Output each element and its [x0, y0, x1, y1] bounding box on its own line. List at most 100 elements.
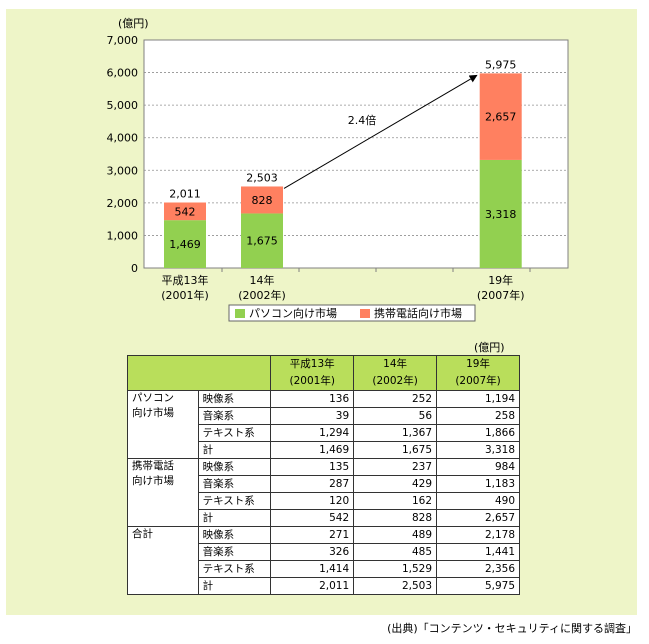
row-group-label: 携帯電話 向け市場 — [127, 458, 199, 527]
table-cell: 136 — [270, 390, 355, 408]
column-header: 平成13年 (2001年) — [270, 355, 355, 391]
bar-total-label: 2,011 — [169, 187, 201, 200]
table-cell: 1,183 — [436, 475, 520, 493]
table-cell: 490 — [436, 492, 520, 510]
table-row: 計 2,011 2,503 5,975 — [128, 577, 520, 595]
table-cell: 326 — [270, 543, 355, 561]
y-tick-label: 5,000 — [107, 99, 139, 112]
table-cell: 258 — [436, 407, 520, 425]
y-tick-label: 0 — [131, 262, 138, 275]
row-group-name: 合計 — [132, 528, 153, 540]
bar-segment — [164, 220, 206, 268]
bar-total-label: 2,503 — [246, 171, 278, 184]
source-note: (出典)「コンテンツ・セキュリティに関する調査」 — [387, 622, 637, 635]
row-label: テキスト系 — [197, 560, 272, 578]
table-cell: 828 — [353, 509, 438, 527]
y-tick-label: 1,000 — [107, 229, 139, 242]
table-cell: 3,318 — [436, 441, 520, 459]
row-label: 映像系 — [197, 390, 272, 408]
table-cell: 120 — [270, 492, 355, 510]
table-row: パソコン 向け市場 映像系 136 252 1,194 — [127, 390, 520, 459]
x-category-label: 14年 — [250, 273, 275, 287]
table-cell: 489 — [353, 526, 438, 544]
table-cell: 287 — [270, 475, 355, 493]
x-category-label: 19年 — [488, 273, 513, 287]
column-header-label: 14年 — [383, 358, 408, 370]
row-label: テキスト系 — [197, 492, 272, 510]
growth-annotation: 2.4倍 — [348, 113, 377, 127]
y-tick-label: 6,000 — [107, 67, 139, 80]
bar-segment — [479, 73, 522, 160]
growth-arrow — [283, 74, 478, 189]
table-row: 音楽系 287 429 1,183 — [128, 475, 520, 493]
row-group-name: 向け市場 — [132, 407, 174, 419]
legend-box — [228, 304, 476, 322]
table-cell: 237 — [353, 458, 438, 476]
legend-swatch — [360, 309, 370, 318]
table-cell: 1,194 — [436, 390, 520, 408]
table-cell: 39 — [270, 407, 355, 425]
column-header-label: 19年 — [466, 358, 490, 370]
stacked-bar-chart: 0 1,000 2,000 3,000 4,000 5,000 6,000 7,000 (億円)… — [107, 17, 569, 322]
table-cell: 1,529 — [353, 560, 438, 578]
table-cell: 1,441 — [436, 543, 520, 561]
table-cell: 56 — [353, 407, 438, 425]
table-row: テキスト系 1,414 1,529 2,356 — [128, 560, 520, 578]
x-category-year: (2001年) — [161, 288, 209, 302]
y-unit-label: (億円) — [118, 17, 149, 30]
y-tick-label: 3,000 — [107, 164, 139, 177]
table-row: 合計 映像系 271 489 2,178 — [127, 526, 520, 595]
row-group-name: 向け市場 — [132, 475, 174, 487]
table-cell: 135 — [270, 458, 355, 476]
column-header-year: (2001年) — [289, 375, 335, 387]
row-label: 音楽系 — [197, 407, 272, 425]
row-label: 計 — [197, 577, 272, 595]
segment-value-label: 1,469 — [169, 238, 201, 251]
y-tick-label: 4,000 — [107, 132, 139, 145]
table-row: テキスト系 120 162 490 — [128, 492, 520, 510]
x-category-label: 平成13年 — [162, 273, 209, 287]
row-label: 映像系 — [197, 458, 272, 476]
column-header-year: (2007年) — [455, 375, 501, 387]
row-label: テキスト系 — [197, 424, 272, 442]
table-cell: 2,178 — [436, 526, 520, 544]
table-cell: 5,975 — [436, 577, 520, 595]
table-cell: 271 — [270, 526, 355, 544]
bar-total-label: 5,975 — [485, 58, 517, 71]
row-label: 計 — [197, 509, 272, 527]
segment-value-label: 542 — [175, 205, 196, 218]
y-tick-label: 7,000 — [107, 34, 139, 47]
legend-label: 携帯電話向け市場 — [374, 306, 462, 320]
column-header-year: (2002年) — [372, 375, 418, 387]
segment-value-label: 828 — [252, 194, 273, 207]
table-cell: 485 — [353, 543, 438, 561]
row-label: 音楽系 — [197, 475, 272, 493]
table-cell: 984 — [436, 458, 520, 476]
table-cell: 542 — [270, 509, 355, 527]
table-row: テキスト系 1,294 1,367 1,866 — [128, 424, 520, 442]
bar-segment — [241, 186, 283, 214]
table-row: 計 1,469 1,675 3,318 — [128, 441, 520, 459]
column-header: 14年 (2002年) — [353, 355, 438, 391]
row-label: 音楽系 — [197, 543, 272, 561]
table-cell: 162 — [353, 492, 438, 510]
row-group-label: パソコン 向け市場 — [127, 390, 199, 459]
row-group-name: 携帯電話 — [132, 460, 174, 472]
column-header: 19年 (2007年) — [436, 355, 520, 391]
table-cell: 2,657 — [436, 509, 520, 527]
y-tick-label: 2,000 — [107, 197, 139, 210]
column-header-label: 平成13年 — [289, 358, 335, 370]
table-cell: 1,675 — [353, 441, 438, 459]
legend-label: パソコン向け市場 — [249, 306, 337, 320]
segment-value-label: 1,675 — [246, 235, 278, 248]
x-category-year: (2002年) — [238, 288, 286, 302]
table-cell: 429 — [353, 475, 438, 493]
table-cell: 1,294 — [270, 424, 355, 442]
table-unit: (億円) — [474, 341, 505, 354]
bar-segment — [164, 202, 206, 221]
segment-value-label: 2,657 — [485, 111, 517, 124]
row-group-label: 合計 — [127, 526, 199, 595]
table-cell: 1,469 — [270, 441, 355, 459]
table-cell: 1,414 — [270, 560, 355, 578]
x-category-year: (2007年) — [477, 288, 525, 302]
